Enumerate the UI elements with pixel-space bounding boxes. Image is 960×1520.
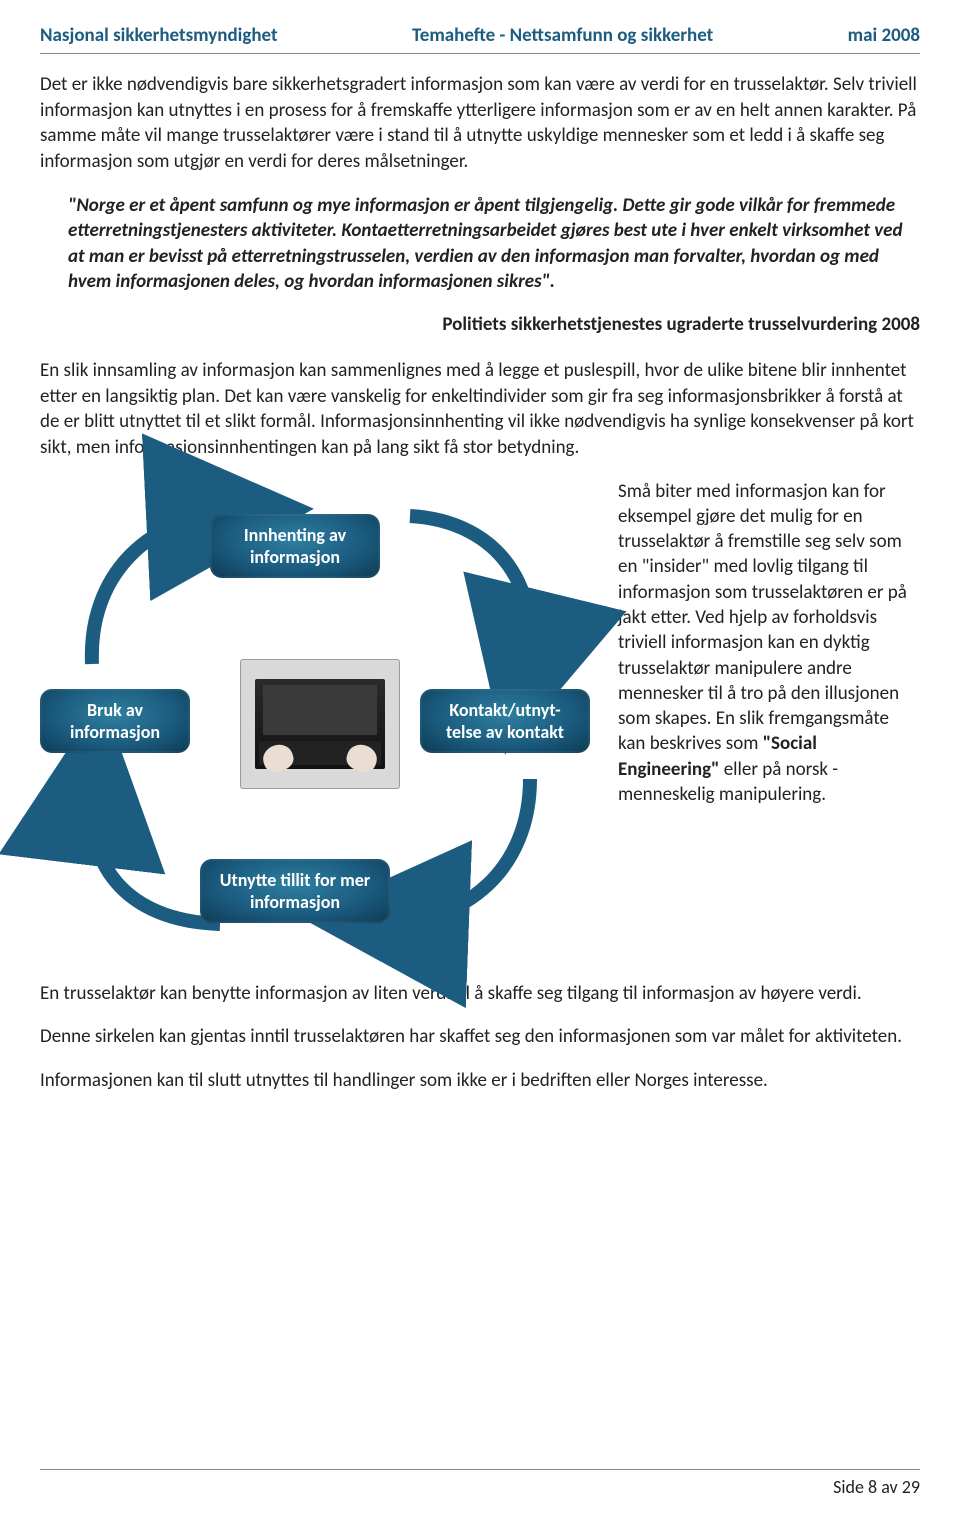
- arrow-right-to-bottom: [370, 769, 550, 939]
- paragraph-2: En slik innsamling av informasjon kan sa…: [40, 358, 920, 461]
- paragraph-3: En trusselaktør kan benytte informasjon …: [40, 981, 920, 1007]
- cycle-diagram: Innhenting av informasjon Kontakt/utnyt-…: [40, 479, 600, 959]
- side-text-pre: Små biter med informasjon kan for eksemp…: [618, 480, 907, 756]
- node-left: Bruk av informasjon: [40, 689, 190, 753]
- quote-block: "Norge er et åpent samfunn og mye inform…: [68, 193, 920, 296]
- side-paragraph: Små biter med informasjon kan for eksemp…: [618, 479, 920, 959]
- node-right: Kontakt/utnyt-telse av kontakt: [420, 689, 590, 753]
- page-header: Nasjonal sikkerhetsmyndighet Temahefte -…: [40, 24, 920, 54]
- node-top: Innhenting av informasjon: [210, 514, 380, 578]
- paragraph-4: Denne sirkelen kan gjentas inntil trusse…: [40, 1024, 920, 1050]
- node-bottom: Utnytte tillit for mer informasjon: [200, 859, 390, 923]
- quote-attribution: Politiets sikkerhetstjenestes ugraderte …: [40, 313, 920, 336]
- diagram-with-sidetext: Innhenting av informasjon Kontakt/utnyt-…: [40, 479, 920, 959]
- header-title: Temahefte - Nettsamfunn og sikkerhet: [412, 24, 713, 47]
- page-number: Side 8 av 29: [833, 1476, 920, 1498]
- laptop-image: [240, 659, 400, 789]
- arrow-top-to-right: [390, 501, 560, 691]
- header-org: Nasjonal sikkerhetsmyndighet: [40, 24, 278, 47]
- paragraph-1: Det er ikke nødvendigvis bare sikkerhets…: [40, 72, 920, 175]
- page-footer: Side 8 av 29: [40, 1469, 920, 1498]
- paragraph-5: Informasjonen kan til slutt utnyttes til…: [40, 1068, 920, 1094]
- header-date: mai 2008: [848, 24, 920, 47]
